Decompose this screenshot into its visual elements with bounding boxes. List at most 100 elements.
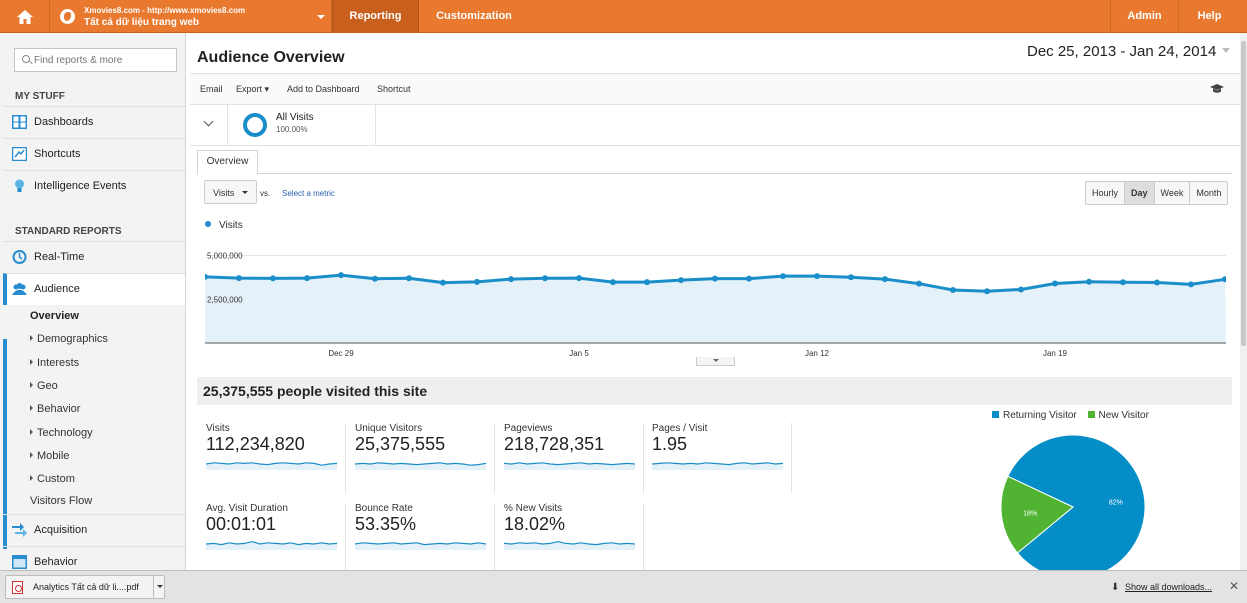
- sidebar-item-real-time[interactable]: Real-Time: [3, 241, 185, 272]
- tab-help[interactable]: Help: [1178, 0, 1240, 33]
- visits-point[interactable]: [338, 272, 344, 279]
- add-to-dashboard-button[interactable]: Add to Dashboard: [287, 84, 360, 94]
- visits-point[interactable]: [916, 280, 922, 287]
- metric-card[interactable]: Visits 112,234,820: [198, 423, 346, 493]
- sidebar-subitem-custom[interactable]: Custom: [30, 473, 75, 485]
- sidebar-subitem-visitors-flow[interactable]: Visitors Flow: [30, 495, 93, 507]
- metric-card[interactable]: Pages / Visit 1.95: [644, 423, 792, 493]
- visits-point[interactable]: [1120, 279, 1126, 286]
- acquisition-arrows-icon: [12, 523, 27, 537]
- graduation-cap-icon[interactable]: [1210, 84, 1224, 94]
- sidebar-subitem-mobile[interactable]: Mobile: [30, 450, 69, 462]
- download-item[interactable]: Analytics Tất cả dữ li....pdf: [5, 575, 165, 599]
- sparkline-line: [652, 462, 784, 466]
- select-metric-link[interactable]: Select a metric: [282, 189, 335, 198]
- visits-point[interactable]: [474, 278, 480, 285]
- visits-point[interactable]: [440, 279, 446, 286]
- home-button[interactable]: [0, 0, 50, 33]
- visits-point[interactable]: [848, 274, 854, 281]
- visits-point[interactable]: [406, 275, 412, 282]
- pie-slice-label: 82%: [1109, 500, 1123, 507]
- metric-sparkline: [206, 540, 338, 550]
- legend-returning-visitor: Returning Visitor: [1003, 410, 1077, 421]
- sidebar-item-acquisition[interactable]: Acquisition: [3, 514, 185, 545]
- sidebar-subitem-technology[interactable]: Technology: [30, 427, 93, 439]
- sidebar-subitem-demographics[interactable]: Demographics: [30, 333, 108, 345]
- tab-admin[interactable]: Admin: [1110, 0, 1178, 33]
- week-button[interactable]: Week: [1154, 182, 1191, 204]
- metric-name: Bounce Rate: [355, 503, 413, 514]
- visits-point[interactable]: [644, 279, 650, 286]
- segment-all-visits[interactable]: All Visits 100.00%: [228, 105, 376, 145]
- date-range-picker[interactable]: Dec 25, 2013 - Jan 24, 2014: [1027, 43, 1231, 60]
- visits-point[interactable]: [1086, 278, 1092, 285]
- sidebar-item-label: Audience: [34, 283, 80, 295]
- visits-point[interactable]: [746, 275, 752, 282]
- visits-point[interactable]: [950, 286, 956, 293]
- pie-slice[interactable]: [1001, 475, 1074, 554]
- visits-point[interactable]: [780, 273, 786, 280]
- sidebar-subitem-behavior[interactable]: Behavior: [30, 403, 80, 415]
- metric-card[interactable]: Avg. Visit Duration 00:01:01: [198, 503, 346, 570]
- page-scrollbar[interactable]: [1240, 33, 1247, 570]
- month-button[interactable]: Month: [1190, 182, 1228, 204]
- metric-sparkline: [355, 542, 487, 550]
- visits-point[interactable]: [205, 273, 208, 280]
- visits-point[interactable]: [542, 275, 548, 282]
- account-selector[interactable]: Xmovies8.com - http://www.xmovies8.com T…: [50, 0, 332, 33]
- sidebar-item-shortcuts[interactable]: Shortcuts: [3, 138, 185, 169]
- day-button[interactable]: Day: [1125, 182, 1155, 204]
- visits-point[interactable]: [372, 275, 378, 282]
- sidebar-subitem-geo[interactable]: Geo: [30, 380, 58, 392]
- metric-select[interactable]: Visits: [204, 180, 257, 204]
- visits-point[interactable]: [1222, 276, 1226, 283]
- search-box[interactable]: [14, 48, 177, 72]
- sidebar-item-audience[interactable]: Audience: [3, 273, 185, 305]
- visits-point[interactable]: [576, 275, 582, 282]
- visits-point[interactable]: [814, 273, 820, 280]
- visits-point[interactable]: [610, 279, 616, 286]
- sparkline-area: [355, 542, 486, 550]
- close-icon[interactable]: ✕: [1229, 579, 1240, 593]
- dashboard-grid-icon: [12, 115, 27, 129]
- search-input[interactable]: [34, 53, 174, 68]
- sidebar-subitem-interests[interactable]: Interests: [30, 357, 79, 369]
- metric-card[interactable]: % New Visits 18.02%: [496, 503, 644, 570]
- scrollbar-thumb[interactable]: [1241, 41, 1246, 346]
- metric-card[interactable]: Pageviews 218,728,351: [496, 423, 644, 493]
- hourly-button[interactable]: Hourly: [1086, 182, 1126, 204]
- shortcut-button[interactable]: Shortcut: [377, 84, 411, 94]
- chevron-down-icon[interactable]: [157, 585, 163, 588]
- tab-customization[interactable]: Customization: [436, 10, 512, 22]
- globe-icon: [60, 9, 75, 24]
- chart-resize-handle[interactable]: [696, 357, 735, 366]
- visits-point[interactable]: [882, 276, 888, 283]
- sidebar-item-behavior[interactable]: Behavior: [3, 546, 185, 570]
- visits-point[interactable]: [304, 275, 310, 282]
- sidebar-item-label: Real-Time: [34, 251, 85, 263]
- sidebar-subitem-overview[interactable]: Overview: [30, 310, 79, 322]
- pie-slice[interactable]: [1007, 434, 1146, 570]
- visits-point[interactable]: [1188, 281, 1194, 288]
- show-all-downloads-link[interactable]: Show all downloads...: [1125, 582, 1213, 592]
- tab-reporting[interactable]: Reporting: [332, 0, 419, 33]
- visits-point[interactable]: [1018, 286, 1024, 293]
- segment-expand-button[interactable]: [190, 105, 228, 145]
- segment-ring-icon: [243, 113, 267, 137]
- visits-point[interactable]: [984, 288, 990, 295]
- visits-point[interactable]: [270, 275, 276, 282]
- sidebar-item-intelligence-events[interactable]: Intelligence Events: [3, 170, 185, 201]
- visits-point[interactable]: [712, 275, 718, 282]
- visits-point[interactable]: [1154, 279, 1160, 286]
- sidebar-item-dashboards[interactable]: Dashboards: [3, 106, 185, 137]
- visits-point[interactable]: [678, 277, 684, 284]
- email-button[interactable]: Email: [200, 84, 223, 94]
- visits-point[interactable]: [1052, 280, 1058, 287]
- tab-overview[interactable]: Overview: [197, 150, 258, 175]
- metric-card[interactable]: Bounce Rate 53.35%: [347, 503, 495, 570]
- sidebar-item-label: Acquisition: [34, 524, 88, 536]
- export-button[interactable]: Export ▾: [236, 84, 270, 94]
- visits-point[interactable]: [236, 275, 242, 282]
- metric-card[interactable]: Unique Visitors 25,375,555: [347, 423, 495, 493]
- visits-point[interactable]: [508, 276, 514, 283]
